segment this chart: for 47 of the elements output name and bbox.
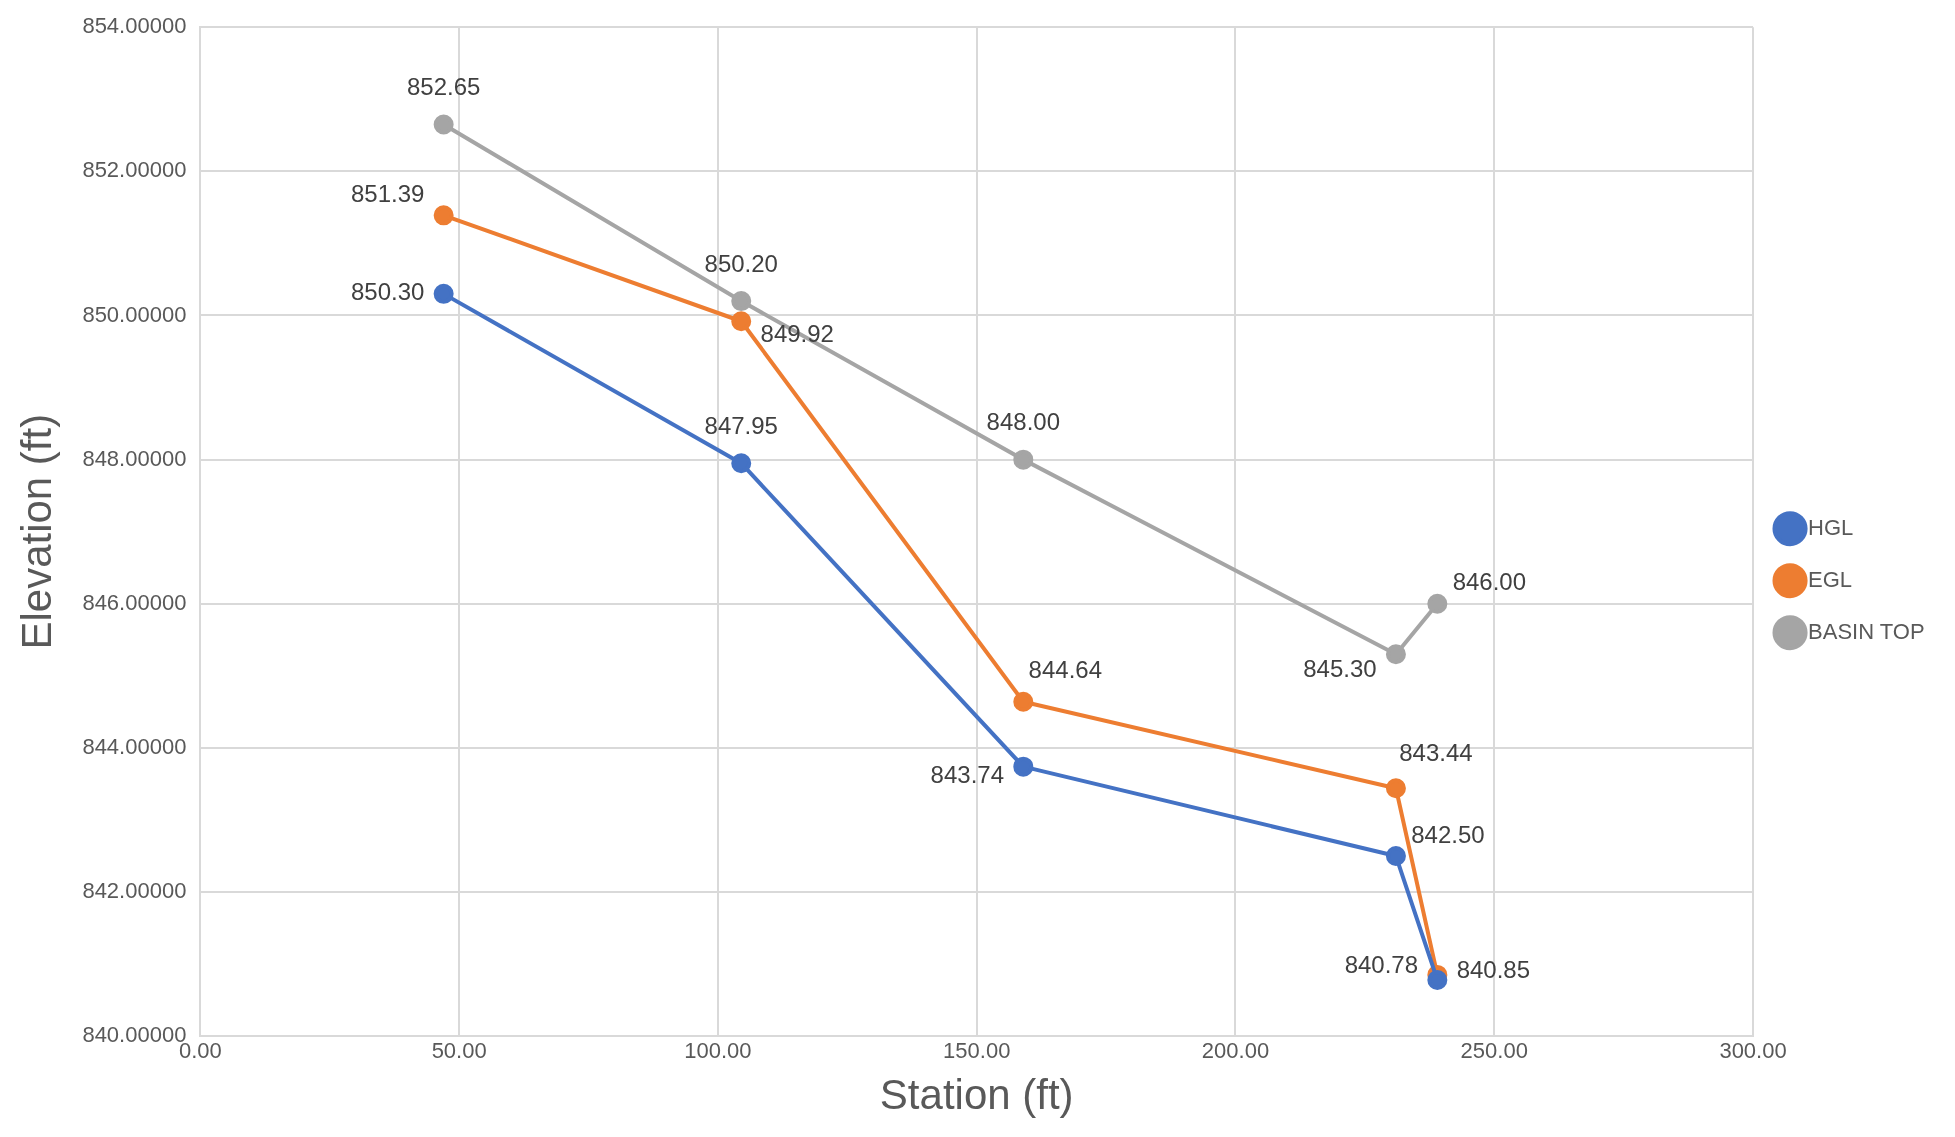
legend-label: HGL: [1808, 514, 1854, 540]
point: [433, 114, 454, 135]
data-label: 843.74: [930, 761, 1004, 789]
data-label: 846.00: [1452, 568, 1527, 596]
data-label: 840.85: [1456, 955, 1531, 983]
x-tick-label: 200.00: [1201, 1038, 1270, 1064]
y-tick-label: 844.00000: [82, 733, 187, 759]
point: [1427, 969, 1448, 990]
data-label: 851.39: [350, 179, 425, 207]
point: [1013, 449, 1034, 470]
data-label: 852.65: [406, 73, 481, 101]
y-tick-label: 848.00000: [82, 445, 187, 471]
y-tick-label: 842.00000: [82, 878, 187, 904]
legend-label: EGL: [1808, 566, 1853, 592]
x-tick-label: 150.00: [943, 1038, 1011, 1064]
point: [1385, 644, 1406, 665]
y-axis-title: Elevation (ft): [12, 413, 60, 650]
data-label: 850.20: [704, 249, 778, 277]
data-label: 847.95: [704, 411, 778, 439]
y-tick-label: 846.00000: [82, 589, 187, 615]
point: [1427, 593, 1448, 614]
data-label: 845.30: [1303, 654, 1377, 682]
y-tick-label: 850.00000: [82, 301, 187, 327]
x-tick-label: 250.00: [1460, 1038, 1528, 1064]
x-tick-label: 50.00: [431, 1038, 487, 1064]
data-label: 849.92: [760, 319, 834, 347]
data-label: 842.50: [1411, 820, 1485, 848]
point: [1385, 778, 1406, 799]
point: [1385, 846, 1406, 867]
legend-label: BASIN TOP: [1808, 618, 1925, 644]
y-tick-label: 854.00000: [82, 13, 187, 39]
data-label: 848.00: [986, 408, 1060, 436]
y-tick-label: 852.00000: [82, 157, 187, 183]
data-label: 843.44: [1399, 738, 1473, 766]
data-label: 840.78: [1344, 950, 1419, 978]
point: [1013, 756, 1034, 777]
point: [1013, 691, 1034, 712]
point: [433, 283, 454, 304]
point: [731, 311, 752, 332]
point: [731, 291, 752, 312]
x-tick-label: 100.00: [684, 1038, 752, 1064]
x-axis-title: Station (ft): [879, 1071, 1074, 1119]
point: [731, 453, 752, 474]
data-label: 844.64: [1028, 656, 1102, 684]
point: [433, 205, 454, 226]
data-label: 850.30: [350, 278, 425, 306]
x-tick-label: 300.00: [1719, 1038, 1787, 1064]
